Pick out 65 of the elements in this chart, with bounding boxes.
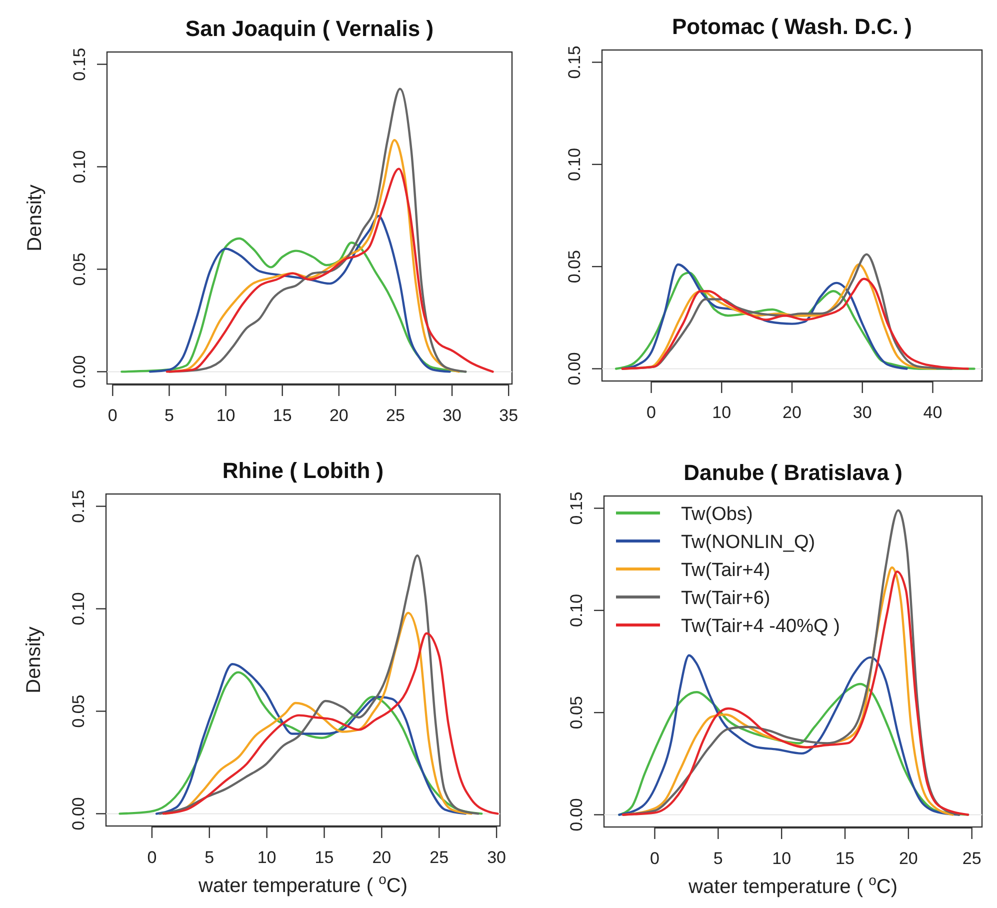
y-tick-label: 0.05 <box>567 696 586 730</box>
x-tick-label: 25 <box>386 406 405 425</box>
y-tick-label: 0.10 <box>70 150 89 184</box>
x-tick-label: 25 <box>962 849 982 868</box>
y-tick-label: 0.00 <box>70 355 89 388</box>
x-tick-label: 20 <box>372 848 392 867</box>
line-series <box>158 554 480 815</box>
y-tick-label: 0.05 <box>70 252 89 286</box>
y-tick-label: 0.15 <box>565 46 584 79</box>
x-tick-label: 15 <box>314 848 334 867</box>
line-series <box>162 632 499 815</box>
x-tick-label: 5 <box>713 849 723 868</box>
line-series <box>155 663 467 815</box>
line-series <box>164 612 472 815</box>
y-tick-label: 0.10 <box>565 148 584 181</box>
chart-title: Potomac ( Wash. D.C. ) <box>672 14 912 39</box>
line-series <box>148 214 451 373</box>
y-axis-title: Density <box>23 626 45 694</box>
y-tick-label: 0.05 <box>565 250 584 284</box>
y-tick-label: 0.00 <box>567 798 586 832</box>
y-tick-label: 0.00 <box>565 352 584 386</box>
x-tick-label: 10 <box>257 848 276 867</box>
legend-label: Tw(Tair+4 -40%Q ) <box>681 616 840 637</box>
x-tick-label: 0 <box>108 406 118 425</box>
x-tick-label: 20 <box>898 849 918 868</box>
line-series <box>618 654 960 816</box>
y-tick-label: 0.00 <box>69 797 88 830</box>
y-tick-label: 0.05 <box>69 694 88 728</box>
chart-title: Danube ( Bratislava ) <box>684 460 902 485</box>
line-series <box>168 88 467 373</box>
line-series <box>118 671 483 815</box>
legend-label: Tw(Tair+4) <box>681 560 770 581</box>
x-tick-label: 10 <box>772 849 792 868</box>
chart-title: Rhine ( Lobith ) <box>222 458 384 483</box>
y-tick-label: 0.15 <box>70 48 89 81</box>
x-tick-label: 30 <box>442 406 462 425</box>
y-tick-label: 0.10 <box>69 592 88 626</box>
x-tick-label: 5 <box>204 848 214 867</box>
y-tick-label: 0.15 <box>69 490 88 523</box>
legend-label: Tw(NONLIN_Q) <box>681 532 816 553</box>
y-tick-label: 0.10 <box>567 594 586 627</box>
x-tick-label: 0 <box>646 403 656 422</box>
x-tick-label: 5 <box>164 406 174 425</box>
line-series <box>166 168 494 373</box>
y-tick-label: 0.15 <box>567 492 586 525</box>
y-axis-title: Density <box>24 184 46 252</box>
x-tick-label: 0 <box>147 848 157 867</box>
x-tick-label: 10 <box>216 406 236 425</box>
x-axis-title: water temperature ( $^{o}$C) <box>688 872 898 898</box>
legend-label: Tw(Obs) <box>681 504 753 525</box>
x-tick-label: 10 <box>712 403 732 422</box>
x-tick-label: 20 <box>782 403 802 422</box>
legend-label: Tw(Tair+6) <box>681 588 770 609</box>
x-tick-label: 30 <box>852 403 872 422</box>
x-tick-label: 40 <box>923 403 942 422</box>
x-tick-label: 15 <box>272 406 292 425</box>
line-series <box>618 682 970 816</box>
x-tick-label: 35 <box>499 406 518 425</box>
x-tick-label: 25 <box>430 848 449 867</box>
chart-title: San Joaquin ( Vernalis ) <box>185 16 434 41</box>
x-axis-title: water temperature ( $^{o}$C) <box>198 871 408 897</box>
x-tick-label: 0 <box>650 849 660 868</box>
x-tick-label: 15 <box>836 849 854 868</box>
x-tick-label: 20 <box>329 406 348 425</box>
x-tick-label: 30 <box>487 848 506 867</box>
